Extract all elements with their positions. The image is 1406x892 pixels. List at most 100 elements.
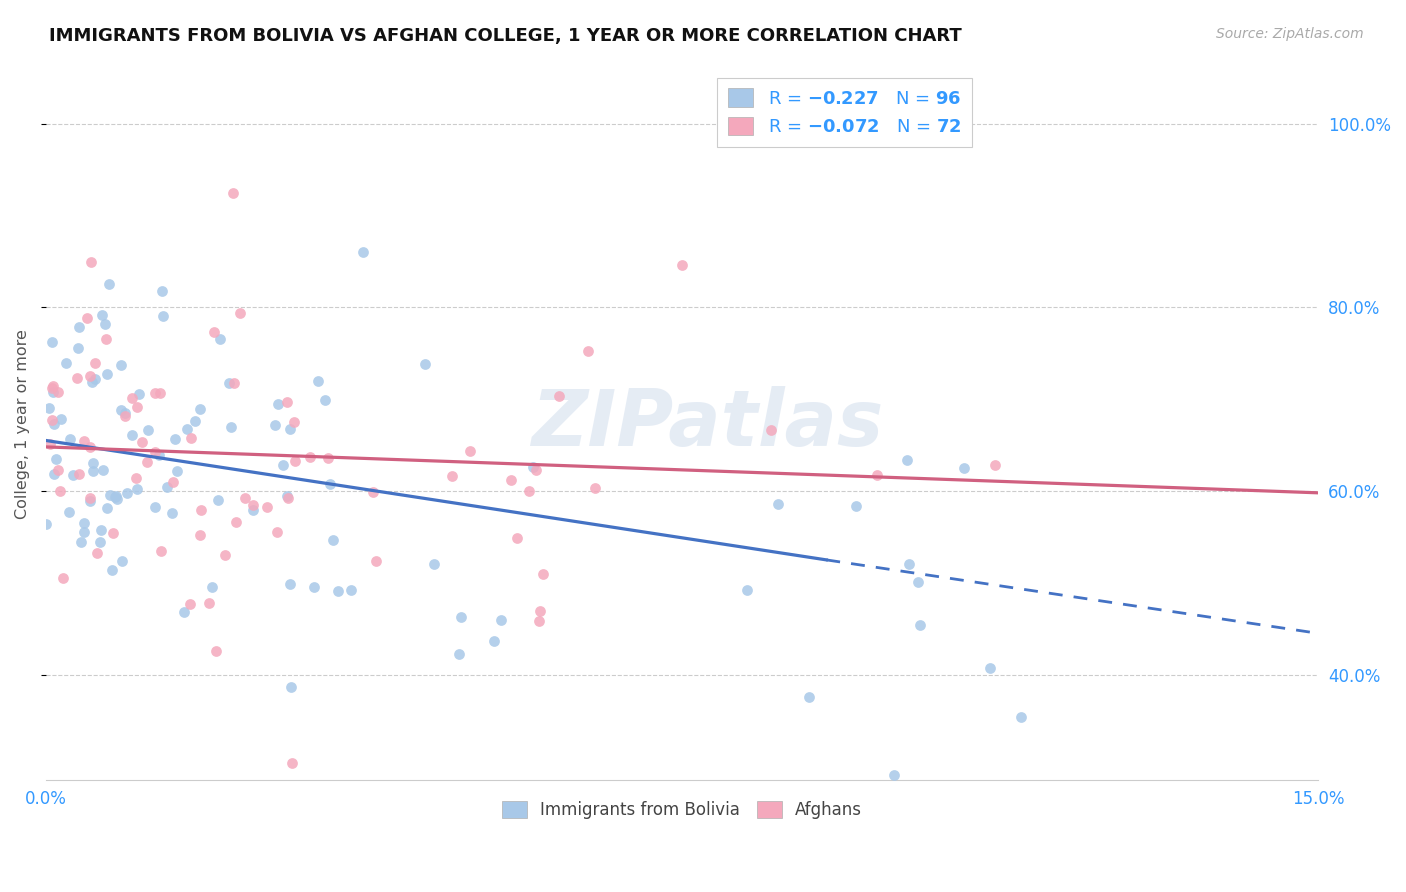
Point <box>160 506 183 520</box>
Point <box>138 423 160 437</box>
Point <box>89 524 111 538</box>
Point <box>62 467 84 482</box>
Point <box>42 385 65 400</box>
Point <box>46 384 69 399</box>
Point <box>80 255 103 269</box>
Point <box>326 583 349 598</box>
Point <box>42 417 65 431</box>
Point <box>264 418 287 433</box>
Point <box>218 376 240 391</box>
Point <box>526 463 548 477</box>
Point <box>104 491 127 505</box>
Point <box>41 335 63 350</box>
Point <box>135 455 157 469</box>
Point <box>671 258 693 272</box>
Point <box>73 524 96 539</box>
Point <box>256 500 278 514</box>
Point <box>114 406 136 420</box>
Point <box>283 415 305 429</box>
Point <box>173 605 195 619</box>
Point <box>482 633 505 648</box>
Point <box>450 610 472 624</box>
Point <box>219 420 242 434</box>
Point <box>319 476 342 491</box>
Point <box>364 554 387 568</box>
Point <box>197 596 219 610</box>
Point <box>66 341 89 355</box>
Point <box>271 458 294 472</box>
Point <box>179 597 201 611</box>
Point <box>91 462 114 476</box>
Point <box>284 454 307 468</box>
Point <box>278 422 301 436</box>
Point <box>180 431 202 445</box>
Point <box>84 356 107 370</box>
Point <box>105 489 128 503</box>
Point <box>125 471 148 485</box>
Point <box>101 563 124 577</box>
Point <box>184 414 207 428</box>
Point <box>277 491 299 505</box>
Point <box>222 186 245 200</box>
Point <box>162 475 184 490</box>
Point <box>529 614 551 628</box>
Point <box>156 480 179 494</box>
Point <box>127 482 149 496</box>
Point <box>201 580 224 594</box>
Point <box>340 582 363 597</box>
Point <box>242 498 264 512</box>
Point <box>531 566 554 581</box>
Point <box>65 371 87 385</box>
Point <box>979 661 1001 675</box>
Legend: Immigrants from Bolivia, Afghans: Immigrants from Bolivia, Afghans <box>495 794 869 825</box>
Text: IMMIGRANTS FROM BOLIVIA VS AFGHAN COLLEGE, 1 YEAR OR MORE CORRELATION CHART: IMMIGRANTS FROM BOLIVIA VS AFGHAN COLLEG… <box>49 27 962 45</box>
Point <box>897 557 920 571</box>
Point <box>121 427 143 442</box>
Point <box>907 574 929 589</box>
Point <box>79 368 101 383</box>
Point <box>59 432 82 446</box>
Point <box>214 548 236 562</box>
Point <box>105 492 128 507</box>
Point <box>49 411 72 425</box>
Point <box>761 423 783 437</box>
Point <box>266 525 288 540</box>
Point <box>896 452 918 467</box>
Point <box>42 467 65 482</box>
Point <box>883 767 905 781</box>
Point <box>82 375 104 389</box>
Point <box>46 463 69 477</box>
Point <box>97 277 120 291</box>
Point <box>302 580 325 594</box>
Point <box>72 434 94 448</box>
Point <box>79 441 101 455</box>
Point <box>96 368 118 382</box>
Point <box>322 533 344 547</box>
Point <box>98 488 121 502</box>
Point <box>447 648 470 662</box>
Point <box>39 437 62 451</box>
Point <box>96 501 118 516</box>
Point <box>845 499 868 513</box>
Point <box>48 484 70 499</box>
Point <box>224 376 246 391</box>
Point <box>276 395 298 409</box>
Point <box>866 468 889 483</box>
Point <box>86 546 108 560</box>
Point <box>114 409 136 423</box>
Point <box>505 531 527 545</box>
Point <box>413 357 436 371</box>
Point <box>499 473 522 487</box>
Point <box>152 309 174 323</box>
Point <box>441 469 464 483</box>
Point <box>267 397 290 411</box>
Point <box>67 320 90 334</box>
Point <box>165 433 187 447</box>
Y-axis label: College, 1 year or more: College, 1 year or more <box>15 329 30 519</box>
Point <box>953 461 976 475</box>
Point <box>578 344 600 359</box>
Point <box>79 493 101 508</box>
Point <box>276 489 298 503</box>
Point <box>76 311 98 326</box>
Point <box>278 577 301 591</box>
